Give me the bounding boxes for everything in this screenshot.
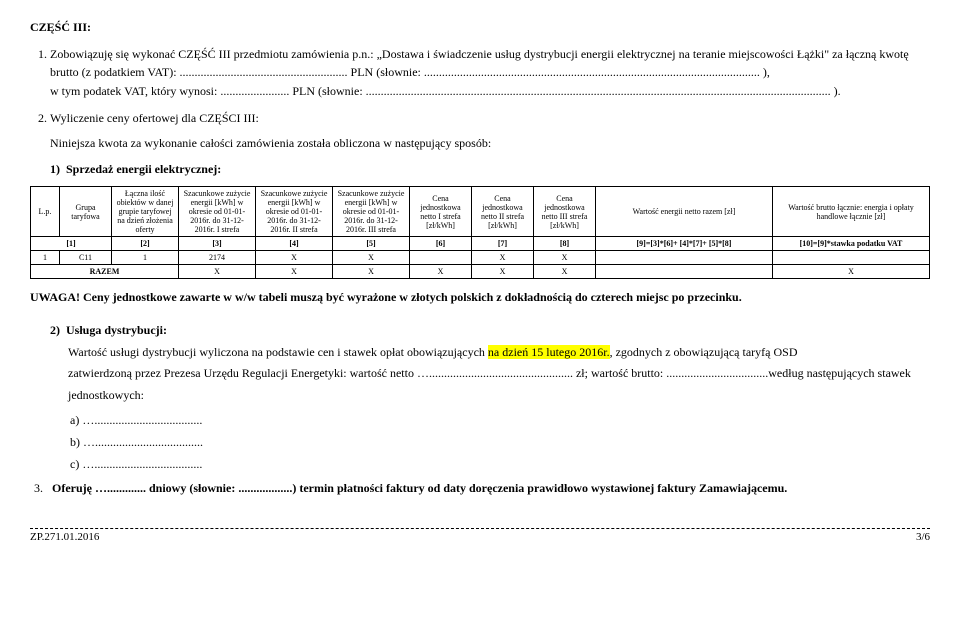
th-s1: Szacunkowe zużycie energii [kWh] w okres…: [179, 187, 256, 237]
ci-8: [8]: [534, 237, 596, 251]
razem-row: RAZEM X X X X X X X: [31, 265, 930, 279]
r1-10: [596, 251, 773, 265]
ci-9: [9]=[3]*[6]+ [4]*[7]+ [5]*[8]: [596, 237, 773, 251]
r1-1: 1: [31, 251, 60, 265]
item-2-sub: Niniejsza kwota za wykonanie całości zam…: [50, 133, 930, 155]
dist-line-3: jednostkowych:: [68, 385, 930, 407]
item-2-2-wrap: 2) Usługa dystrybucji:: [50, 320, 930, 342]
th-brutto: Wartość brutto łącznie: energia i opłaty…: [773, 187, 930, 237]
item-2-2-label: Usługa dystrybucji:: [66, 323, 167, 337]
r1-6: X: [333, 251, 410, 265]
ci-10: [10]=[9]*stawka podatku VAT: [773, 237, 930, 251]
item-3-text: Oferuję …............. dniowy (słownie: …: [52, 481, 787, 495]
rz-7: X: [410, 265, 472, 279]
uwaga-text: Ceny jednostkowe zawarte w w/w tabeli mu…: [80, 290, 742, 304]
th-c3: Cena jednostkowa netto III strefa [zł/kW…: [534, 187, 596, 237]
th-ilosc: Łączna ilość obiektów w danej grupie tar…: [112, 187, 179, 237]
th-c1: Cena jednostkowa netto I strefa [zł/kWh]: [410, 187, 472, 237]
ci-3: [3]: [179, 237, 256, 251]
footer-left: ZP.271.01.2016: [30, 531, 99, 543]
r1-4: 2174: [179, 251, 256, 265]
dist1b: , zgodnych z obowiązującą taryfą OSD: [610, 345, 798, 359]
abc-b: b) …....................................: [70, 432, 930, 454]
rz-4: X: [179, 265, 256, 279]
item-3-wrap: 3. Oferuję …............. dniowy (słowni…: [34, 479, 930, 498]
main-list: Zobowiązuję się wykonać CZĘŚĆ III przedm…: [30, 45, 930, 178]
r1-5: X: [256, 251, 333, 265]
razem-label: RAZEM: [31, 265, 179, 279]
ci-5: [5]: [333, 237, 410, 251]
th-wart: Wartość energii netto razem [zł]: [596, 187, 773, 237]
item-2-1-num: 1): [50, 162, 66, 176]
ci-4: [4]: [256, 237, 333, 251]
col-index-row: [1] [2] [3] [4] [5] [6] [7] [8] [9]=[3]*…: [31, 237, 930, 251]
item-1b: w tym podatek VAT, który wynosi: .......…: [50, 81, 930, 103]
item-2-1-label: Sprzedaż energii elektrycznej:: [66, 162, 221, 176]
item-2-2-num: 2): [50, 323, 66, 337]
footer-right: 3/6: [916, 531, 930, 543]
rz-8: X: [472, 265, 534, 279]
th-s2: Szacunkowe zużycie energii [kWh] w okres…: [256, 187, 333, 237]
item-2: Wyliczenie ceny ofertowej dla CZĘŚCI III…: [50, 109, 930, 179]
abc-a: a) …....................................: [70, 410, 930, 432]
r1-9: X: [534, 251, 596, 265]
th-grupa: Grupa taryfowa: [60, 187, 112, 237]
rz-5: X: [256, 265, 333, 279]
ci-7: [7]: [472, 237, 534, 251]
r1-7: [410, 251, 472, 265]
rz-6: X: [333, 265, 410, 279]
th-lp: L.p.: [31, 187, 60, 237]
item-2-1-wrap: 1) Sprzedaż energii elektrycznej:: [50, 160, 930, 178]
footer: ZP.271.01.2016 3/6: [30, 531, 930, 543]
rz-10: [596, 265, 773, 279]
r1-8: X: [472, 251, 534, 265]
r1-3: 1: [112, 251, 179, 265]
header-row: L.p. Grupa taryfowa Łączna ilość obiektó…: [31, 187, 930, 237]
r1-2: C11: [60, 251, 112, 265]
section-title: CZĘŚĆ III:: [30, 20, 930, 35]
abc-list: a) …....................................…: [30, 410, 930, 475]
r1-11: [773, 251, 930, 265]
th-c2: Cena jednostkowa netto II strefa [zł/kWh…: [472, 187, 534, 237]
rz-9: X: [534, 265, 596, 279]
energy-table: L.p. Grupa taryfowa Łączna ilość obiektó…: [30, 186, 930, 279]
th-s3: Szacunkowe zużycie energii [kWh] w okres…: [333, 187, 410, 237]
rz-11: X: [773, 265, 930, 279]
ci-6: [6]: [410, 237, 472, 251]
ci-1: [1]: [31, 237, 112, 251]
data-row-1: 1 C11 1 2174 X X X X: [31, 251, 930, 265]
uwaga: UWAGA! Ceny jednostkowe zawarte w w/w ta…: [30, 289, 930, 306]
dist-line-1: Wartość usługi dystrybucji wyliczona na …: [68, 342, 930, 364]
item-2-text: Wyliczenie ceny ofertowej dla CZĘŚCI III…: [50, 111, 259, 125]
item-1: Zobowiązuję się wykonać CZĘŚĆ III przedm…: [50, 45, 930, 103]
item-1-text: Zobowiązuję się wykonać CZĘŚĆ III przedm…: [50, 47, 909, 79]
dist1a: Wartość usługi dystrybucji wyliczona na …: [68, 345, 488, 359]
ci-2: [2]: [112, 237, 179, 251]
dist1-hl: na dzień 15 lutego 2016r.: [488, 345, 610, 359]
footer-divider: [30, 528, 930, 529]
uwaga-label: UWAGA!: [30, 290, 80, 304]
dist-line-2: zatwierdzoną przez Prezesa Urzędu Regula…: [68, 363, 930, 385]
abc-c: c) …....................................: [70, 454, 930, 476]
